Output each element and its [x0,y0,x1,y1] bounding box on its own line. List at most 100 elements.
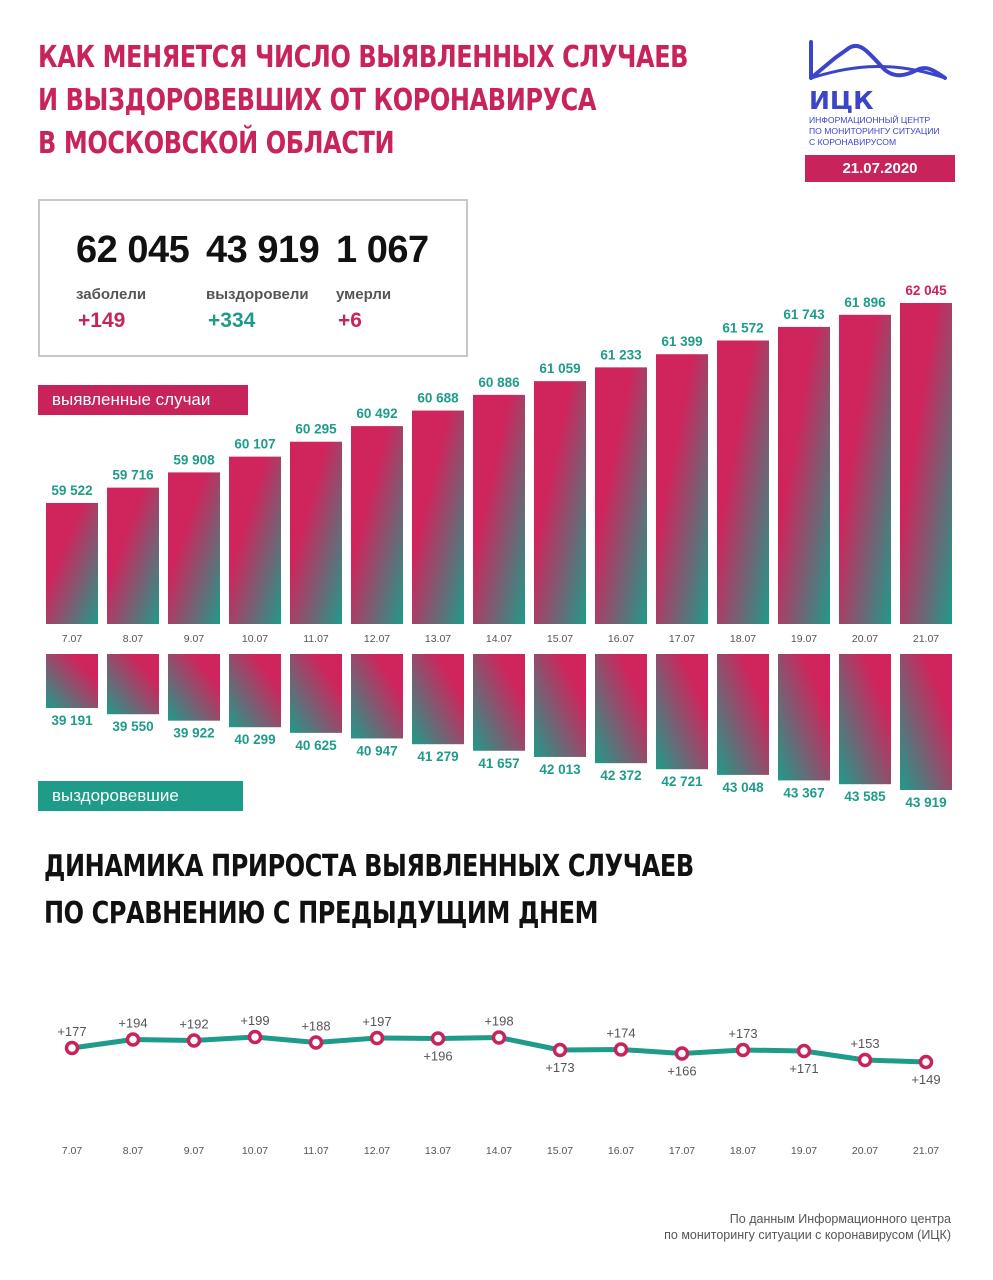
recovered-value-label: 43 919 [905,795,946,810]
recovered-value-label: 39 550 [112,719,153,734]
date-tick-label: 17.07 [669,633,695,645]
page-title: КАК МЕНЯЕТСЯ ЧИСЛО ВЫЯВЛЕННЫХ СЛУЧАЕВ И … [38,36,688,165]
line-date-tick-label: 17.07 [669,1145,695,1157]
date-tick-label: 21.07 [913,633,939,645]
recovered-bar [351,654,403,739]
cases-bar [839,314,891,624]
line-date-tick-label: 11.07 [303,1145,329,1157]
growth-point [125,1032,141,1047]
cases-bar-chart: 59 522 7.07 59 716 8.07 59 908 9.07 60 107 10.0… [46,283,952,645]
growth-point [491,1030,507,1045]
cases-bar [351,426,403,624]
summary-box: 62 045 заболели +149 43 919 выздоровели … [38,199,468,357]
cases-value-label: 59 716 [112,468,154,483]
cases-value-label: 60 107 [234,437,275,452]
logo-description: Информационный центр по мониторингу ситу… [809,115,940,148]
recovered-value-label: 40 947 [356,743,397,758]
growth-point [613,1042,629,1057]
growth-value-label: +171 [789,1061,818,1076]
source-line-2: по мониторингу ситуации с коронавирусом … [664,1228,951,1242]
growth-value-label: +199 [240,1013,269,1028]
recovered-bar [900,654,952,790]
recovered-value-label: 40 299 [234,732,275,747]
logo-wave-icon [809,40,947,80]
date-tick-label: 7.07 [62,633,83,645]
growth-value-label: +177 [57,1024,86,1039]
recovered-bar [46,654,98,708]
growth-point [308,1035,324,1050]
date-tick-label: 8.07 [123,633,144,645]
recovered-value-label: 39 191 [51,713,93,728]
growth-point [369,1030,385,1046]
source-note: По данным Информационного центра по мони… [664,1211,951,1243]
line-date-tick-label: 12.07 [364,1145,390,1157]
line-date-tick-label: 16.07 [608,1145,634,1157]
cases-value-label: 59 522 [51,483,92,498]
logo-desc-line-1: Информационный центр [809,115,931,125]
cases-value-label: 61 233 [600,347,642,362]
line-date-tick-label: 9.07 [184,1145,205,1157]
growth-point [247,1029,263,1045]
cases-bar [717,340,769,624]
cases-value-label: 60 295 [295,422,337,437]
line-date-tick-label: 21.07 [913,1145,939,1157]
recovered-bar-chart: 39 191 39 550 39 922 40 299 40 625 40 947 41 2… [46,654,952,810]
recovered-bar [717,654,769,775]
recovered-bar [107,654,159,715]
recovered-value-label: 43 048 [722,780,764,795]
recovered-value: 43 919 [206,229,320,271]
cases-bar [534,381,586,624]
infected-delta: +149 [78,309,126,332]
recovered-bar [839,654,891,785]
growth-value-label: +149 [911,1072,940,1087]
date-tick-label: 11.07 [303,633,329,645]
recovered-bar [412,654,464,745]
recovered-value-label: 40 625 [295,738,337,753]
date-badge: 21.07.2020 [805,155,955,182]
logo-desc-line-2: по мониторингу ситуации [809,126,940,136]
recovered-bar [290,654,342,733]
cases-bar [229,456,281,624]
deaths-label: умерли [336,286,392,303]
recovered-value-label: 41 279 [417,749,458,764]
line-date-tick-label: 7.07 [62,1145,83,1157]
recovered-value-label: 39 922 [173,726,214,741]
cases-bar [46,503,98,624]
cases-bar [900,303,952,624]
recovered-bar [168,654,220,721]
section-title-line-1: ДИНАМИКА ПРИРОСТА ВЫЯВЛЕННЫХ СЛУЧАЕВ [44,849,694,884]
growth-value-label: +153 [850,1036,879,1051]
line-date-tick-label: 20.07 [852,1145,878,1157]
deaths-delta: +6 [338,309,362,332]
growth-value-label: +194 [118,1016,147,1031]
cases-value-label: 61 059 [539,361,580,376]
cases-value-label: 61 572 [722,320,763,335]
line-date-tick-label: 8.07 [123,1145,144,1157]
daily-growth-line-chart: +177 7.07 +194 8.07 +192 9.07 +199 10.07 +188 11.… [57,1013,940,1157]
cases-label-tag: выявленные случаи [38,385,248,415]
cases-bar [778,326,830,624]
growth-point [674,1046,690,1061]
date-tick-label: 14.07 [486,633,512,645]
growth-value-label: +192 [179,1017,208,1032]
recovered-value-label: 41 657 [478,756,519,771]
growth-point [735,1042,751,1058]
date-tick-label: 20.07 [852,633,878,645]
date-tick-label: 16.07 [608,633,634,645]
growth-point [186,1033,202,1048]
recovered-bar [473,654,525,751]
infected-value: 62 045 [76,229,190,271]
recovered-bar [778,654,830,781]
growth-value-label: +166 [667,1064,696,1079]
line-date-tick-label: 18.07 [730,1145,756,1157]
logo: ИЦК Информационный центр по мониторингу … [805,38,955,183]
growth-point [430,1031,446,1046]
growth-value-label: +196 [423,1049,452,1064]
growth-value-label: +173 [728,1026,757,1041]
growth-point [552,1042,568,1058]
growth-point [857,1052,873,1068]
growth-value-label: +198 [484,1014,513,1029]
cases-value-label: 60 886 [478,375,520,390]
section-title: ДИНАМИКА ПРИРОСТА ВЫЯВЛЕННЫХ СЛУЧАЕВ ПО … [44,843,694,937]
